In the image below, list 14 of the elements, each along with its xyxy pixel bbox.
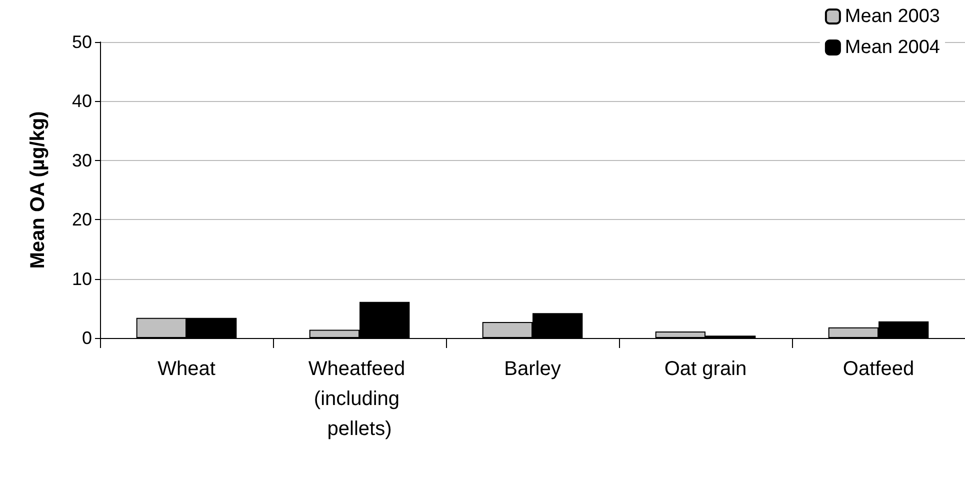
- y-axis-title: Mean OA (µg/kg): [27, 111, 49, 269]
- y-tick-label: 30: [72, 150, 92, 170]
- y-tick-label: 40: [72, 91, 92, 112]
- y-tick-label: 0: [82, 328, 92, 348]
- x-tick-label: Barley: [504, 358, 561, 380]
- x-tick-label: Wheat: [158, 358, 216, 380]
- y-tick-label: 20: [72, 210, 92, 230]
- x-tick-label: Wheatfeed (including pellets): [308, 358, 411, 440]
- x-tick-label: Oatfeed: [842, 358, 914, 380]
- y-tick-label: 10: [72, 268, 92, 289]
- legend-label: Mean 2004: [844, 37, 940, 58]
- y-tick-label: 50: [72, 32, 92, 52]
- x-tick-label: Oat grain: [664, 358, 747, 380]
- legend-label: Mean 2003: [844, 6, 940, 27]
